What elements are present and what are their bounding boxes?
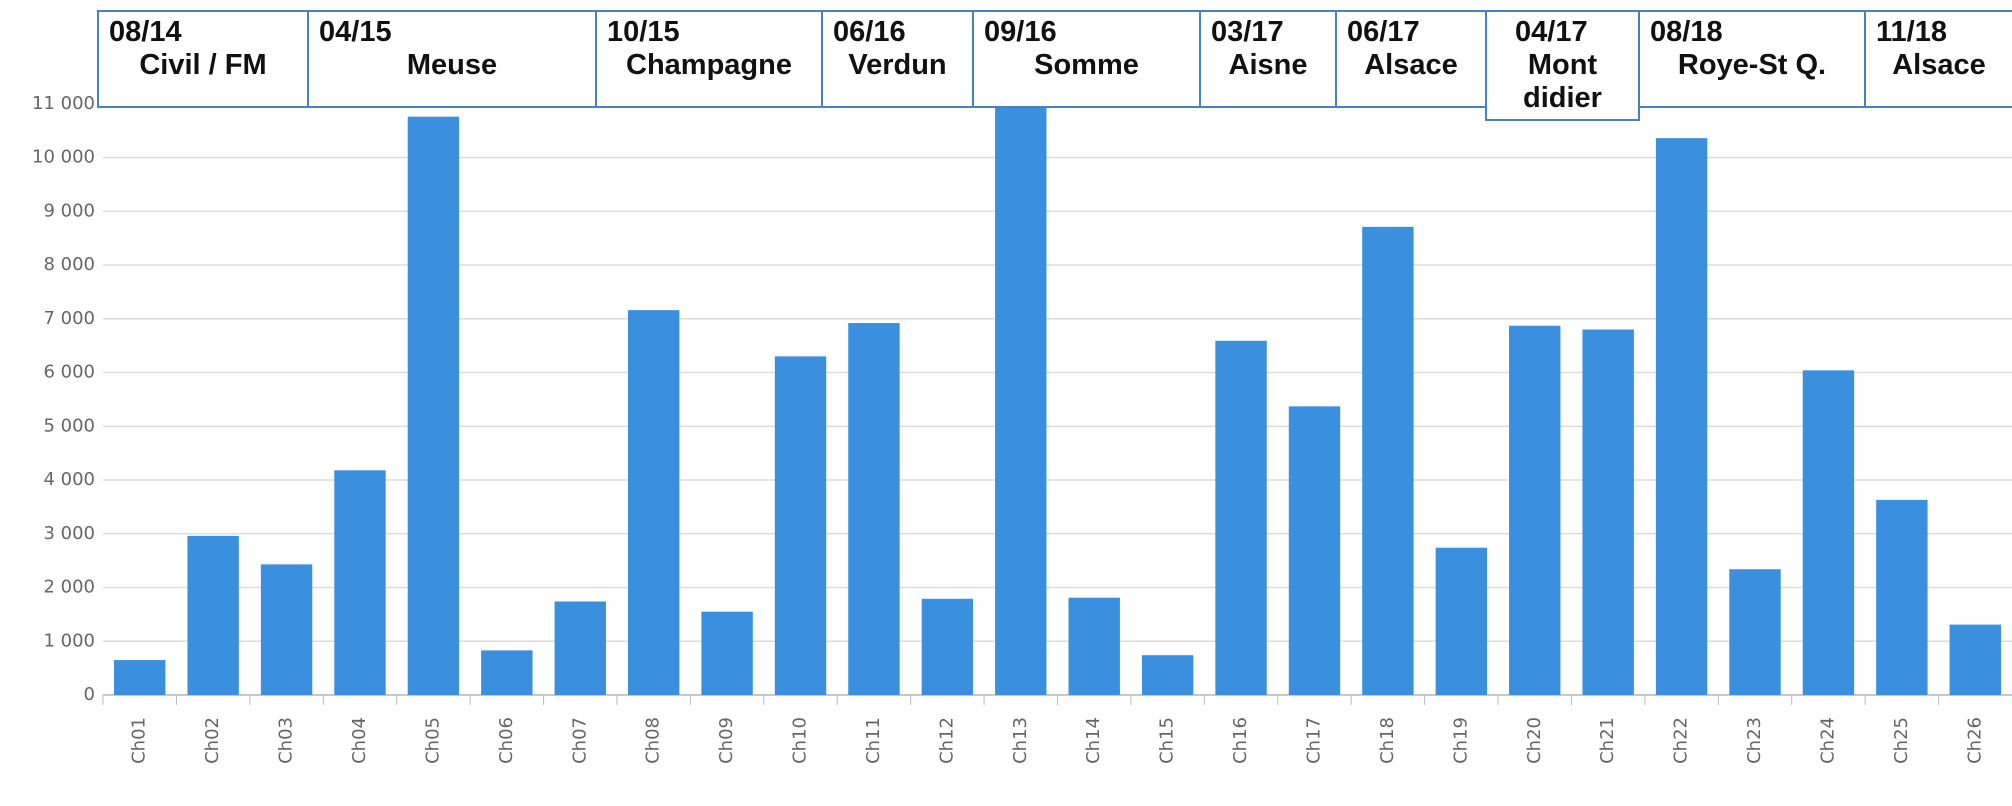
x-tick-label: Ch16 [1230, 717, 1251, 764]
bar [407, 116, 460, 695]
bar [1141, 655, 1194, 695]
annotation-box: 04/17 Mont didier [1485, 10, 1640, 121]
y-tick-label: 4 000 [43, 469, 95, 490]
annotation-date: 09/16 [984, 16, 1057, 48]
annotation-box: 09/16 Somme [972, 10, 1201, 108]
x-tick-label: Ch15 [1157, 717, 1178, 764]
annotation-label: Aisne [1228, 49, 1308, 81]
x-tick-label: Ch07 [569, 717, 590, 764]
x-tick-label: Ch26 [1964, 717, 1985, 764]
bar [627, 310, 680, 695]
annotation-label: Mont didier [1523, 49, 1602, 114]
y-tick-label: 2 000 [43, 577, 95, 598]
annotation-box: 04/15 Meuse [307, 10, 597, 108]
annotation-date: 11/18 [1876, 16, 1947, 48]
bar [334, 470, 386, 695]
x-tick-label: Ch14 [1083, 717, 1104, 764]
bar [1729, 569, 1781, 695]
x-tick-label: Ch13 [1010, 717, 1031, 764]
annotation-box: 06/16 Verdun [821, 10, 974, 108]
x-tick-label: Ch01 [129, 717, 150, 764]
bar [1802, 370, 1855, 695]
x-tick-label: Ch05 [422, 717, 443, 764]
annotation-box: 11/18 Alsace [1864, 10, 2012, 108]
x-tick-label: Ch11 [863, 717, 884, 764]
y-tick-label: 6 000 [43, 362, 95, 383]
x-tick-label: Ch18 [1377, 717, 1398, 764]
y-tick-label: 11 000 [32, 93, 95, 114]
y-tick-label: 1 000 [43, 630, 95, 651]
annotation-date: 03/17 [1211, 16, 1284, 48]
annotation-label: Civil / FM [139, 49, 267, 81]
bar [1068, 597, 1120, 695]
x-tick-label: Ch24 [1817, 717, 1838, 764]
annotation-label: Verdun [848, 49, 947, 81]
x-tick-label: Ch23 [1744, 717, 1765, 764]
bar [1582, 329, 1634, 695]
annotation-label: Meuse [406, 49, 498, 81]
x-tick-label: Ch17 [1303, 717, 1324, 764]
x-tick-label: Ch19 [1450, 717, 1471, 764]
annotation-date: 04/17 [1515, 16, 1588, 48]
bar [1509, 325, 1561, 695]
bar [1655, 138, 1708, 695]
annotation-date: 10/15 [607, 16, 680, 48]
bar [187, 535, 239, 695]
bar [701, 611, 753, 695]
bar [1215, 340, 1267, 695]
bar [260, 564, 313, 695]
x-tick-label: Ch09 [716, 717, 737, 764]
annotation-label: Alsace [1892, 49, 1986, 81]
annotation-box: 06/17 Alsace [1335, 10, 1487, 108]
x-tick-label: Ch06 [496, 717, 517, 764]
x-tick-label: Ch21 [1597, 717, 1618, 764]
bar [554, 601, 606, 695]
bar [921, 598, 974, 695]
x-tick-label: Ch12 [936, 717, 957, 764]
bar [1288, 406, 1341, 695]
annotation-date: 08/18 [1650, 16, 1723, 48]
bar [481, 650, 533, 695]
bar [995, 77, 1047, 695]
y-tick-label: 3 000 [43, 523, 95, 544]
annotation-date: 08/14 [109, 16, 182, 48]
annotation-label: Somme [1034, 49, 1139, 81]
x-tick-label: Ch08 [643, 717, 664, 764]
x-tick-label: Ch03 [276, 717, 297, 764]
y-tick-label: 9 000 [43, 200, 95, 221]
annotation-label: Alsace [1364, 49, 1458, 81]
annotation-date: 06/16 [833, 16, 906, 48]
annotation-box: 08/14 Civil / FM [97, 10, 309, 108]
y-tick-label: 8 000 [43, 254, 95, 275]
bar [1362, 226, 1414, 695]
bar [1949, 624, 2001, 695]
x-tick-label: Ch02 [202, 717, 223, 764]
x-tick-label: Ch20 [1524, 717, 1545, 764]
annotation-label: Champagne [626, 49, 792, 81]
bar [774, 356, 827, 695]
annotation-box: 03/17 Aisne [1199, 10, 1337, 108]
bar [848, 323, 900, 695]
x-tick-label: Ch25 [1891, 717, 1912, 764]
annotation-date: 06/17 [1347, 16, 1420, 48]
annotation-box: 08/18 Roye-St Q. [1638, 10, 1866, 108]
bar [114, 660, 166, 695]
x-tick-label: Ch10 [790, 717, 811, 764]
x-tick-label: Ch04 [349, 717, 370, 764]
y-tick-label: 5 000 [43, 415, 95, 436]
y-tick-label: 0 [84, 684, 95, 705]
bar [1435, 547, 1488, 695]
bar [1876, 499, 1928, 695]
y-tick-label: 10 000 [32, 147, 95, 168]
annotation-label: Roye-St Q. [1677, 49, 1827, 81]
annotation-box: 10/15 Champagne [595, 10, 823, 108]
annotation-date: 04/15 [319, 16, 392, 48]
x-tick-label: Ch22 [1671, 717, 1692, 764]
y-tick-label: 7 000 [43, 308, 95, 329]
